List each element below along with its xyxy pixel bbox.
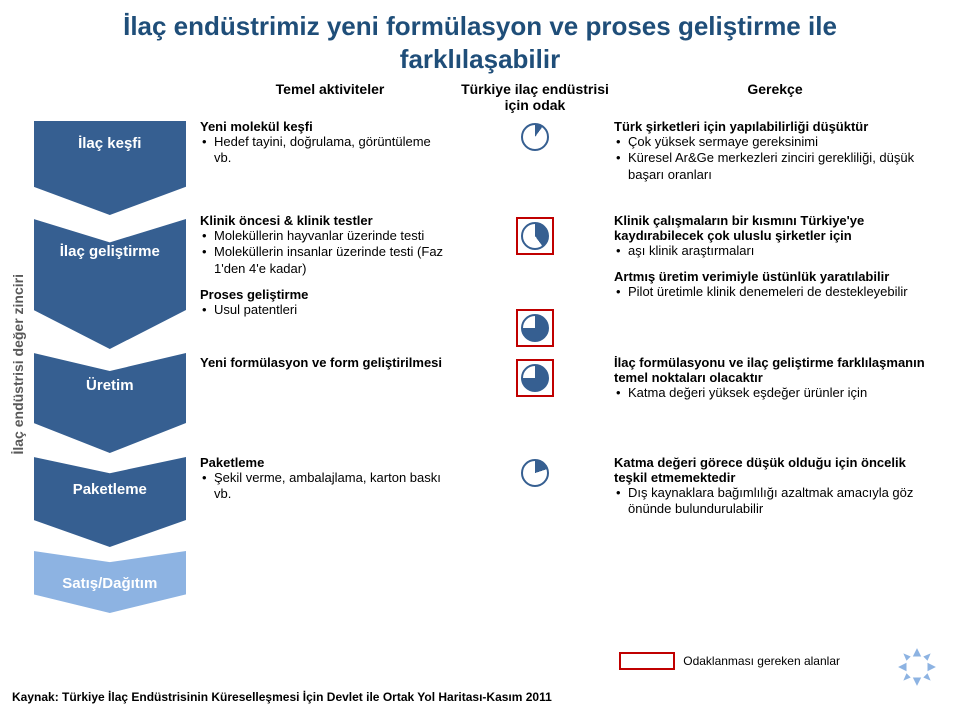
header-focus: Türkiye ilaç endüstrisi için odak — [460, 81, 610, 113]
focus-indicator — [521, 459, 549, 487]
rationale-title: Artmış üretim verimiyle üstünlük yaratıl… — [614, 269, 940, 284]
chevron-stage: Paketleme — [34, 457, 186, 547]
chevron-label: İlaç keşfi — [78, 135, 141, 152]
chevron-label: Üretim — [86, 377, 134, 394]
content-row: Klinik öncesi & klinik testlerMoleküller… — [196, 209, 940, 351]
content-row: PaketlemeŞekil verme, ambalajlama, karto… — [196, 451, 940, 541]
focus-pie-icon — [521, 314, 549, 342]
bullet-item: Moleküllerin insanlar üzerinde testi (Fa… — [200, 244, 450, 277]
chevron-stage: İlaç keşfi — [34, 121, 186, 215]
bullet-item: Şekil verme, ambalajlama, karton baskı v… — [200, 470, 450, 503]
chevron-label: Satış/Dağıtım — [62, 575, 157, 592]
column-headers: Temel aktiviteler Türkiye ilaç endüstris… — [0, 81, 960, 115]
focus-indicator — [521, 123, 549, 151]
focus-indicator — [516, 217, 554, 255]
rationale-title: Türk şirketleri için yapılabilirliği düş… — [614, 119, 940, 134]
focus-pie-icon — [521, 459, 549, 487]
focus-pie-icon — [521, 222, 549, 250]
rationale-title: İlaç formülasyonu ve ilaç geliştirme far… — [614, 355, 940, 385]
content-row: Yeni molekül keşfiHedef tayini, doğrulam… — [196, 115, 940, 209]
legend-label: Odaklanması gereken alanlar — [683, 654, 840, 668]
activities-title: Klinik öncesi & klinik testler — [200, 213, 450, 228]
bullet-item: Küresel Ar&Ge merkezleri zinciri gerekli… — [614, 150, 940, 183]
chevron-label: İlaç geliştirme — [60, 243, 160, 260]
rationale-title: Katma değeri görece düşük olduğu için ön… — [614, 455, 940, 485]
activities-cell: Yeni formülasyon ve form geliştirilmesi — [200, 355, 460, 370]
activities-title: Yeni molekül keşfi — [200, 119, 450, 134]
focus-pie-icon — [521, 364, 549, 392]
content-column: Yeni molekül keşfiHedef tayini, doğrulam… — [186, 115, 940, 613]
focus-pie-icon — [521, 123, 549, 151]
rationale-title: Klinik çalışmaların bir kısmını Türkiye'… — [614, 213, 940, 243]
bullet-item: Usul patentleri — [200, 302, 450, 318]
content-row: Yeni formülasyon ve form geliştirilmesi İ… — [196, 351, 940, 451]
activities-cell: Yeni molekül keşfiHedef tayini, doğrulam… — [200, 119, 460, 167]
header-activities: Temel aktiviteler — [200, 81, 460, 113]
activities-title: Yeni formülasyon ve form geliştirilmesi — [200, 355, 450, 370]
legend: Odaklanması gereken alanlar — [619, 652, 840, 670]
chevron-label: Paketleme — [73, 481, 147, 498]
bullet-item: aşı klinik araştırmaları — [614, 243, 940, 259]
rationale-cell: İlaç formülasyonu ve ilaç geliştirme far… — [610, 355, 940, 401]
bullet-item: Çok yüksek sermaye gereksinimi — [614, 134, 940, 150]
logo-icon — [896, 646, 938, 688]
value-chain-label: İlaç endüstrisi değer zinciri — [10, 274, 34, 455]
rationale-cell: Türk şirketleri için yapılabilirliği düş… — [610, 119, 940, 183]
focus-indicator — [516, 359, 554, 397]
chevron-stage: Üretim — [34, 353, 186, 453]
header-rationale: Gerekçe — [610, 81, 940, 113]
focus-indicator — [516, 309, 554, 347]
activities-title: Paketleme — [200, 455, 450, 470]
bullet-item: Dış kaynaklara bağımlılığı azaltmak amac… — [614, 485, 940, 518]
rationale-cell: Klinik çalışmaların bir kısmını Türkiye'… — [610, 213, 940, 301]
focus-cell — [460, 355, 610, 397]
focus-cell — [460, 119, 610, 151]
chevron-stage: Satış/Dağıtım — [34, 551, 186, 613]
bullet-item: Hedef tayini, doğrulama, görüntüleme vb. — [200, 134, 450, 167]
activities-cell: PaketlemeŞekil verme, ambalajlama, karto… — [200, 455, 460, 503]
bullet-item: Katma değeri yüksek eşdeğer ürünler için — [614, 385, 940, 401]
chevron-stage: İlaç geliştirme — [34, 219, 186, 349]
legend-swatch — [619, 652, 675, 670]
bullet-item: Pilot üretimle klinik denemeleri de dest… — [614, 284, 940, 300]
chevron-column: İlaç keşfi İlaç geliştirme Üretim Paketleme… — [34, 115, 186, 613]
bullet-item: Moleküllerin hayvanlar üzerinde testi — [200, 228, 450, 244]
focus-cell — [460, 213, 610, 347]
main-layout: İlaç endüstrisi değer zinciri İlaç keşfi… — [0, 115, 960, 613]
focus-cell — [460, 455, 610, 487]
source-citation: Kaynak: Türkiye İlaç Endüstrisinin Küres… — [12, 690, 552, 704]
rationale-cell: Katma değeri görece düşük olduğu için ön… — [610, 455, 940, 518]
activities-title: Proses geliştirme — [200, 287, 450, 302]
activities-cell: Klinik öncesi & klinik testlerMoleküller… — [200, 213, 460, 318]
page-title: İlaç endüstrimiz yeni formülasyon ve pro… — [0, 0, 960, 81]
